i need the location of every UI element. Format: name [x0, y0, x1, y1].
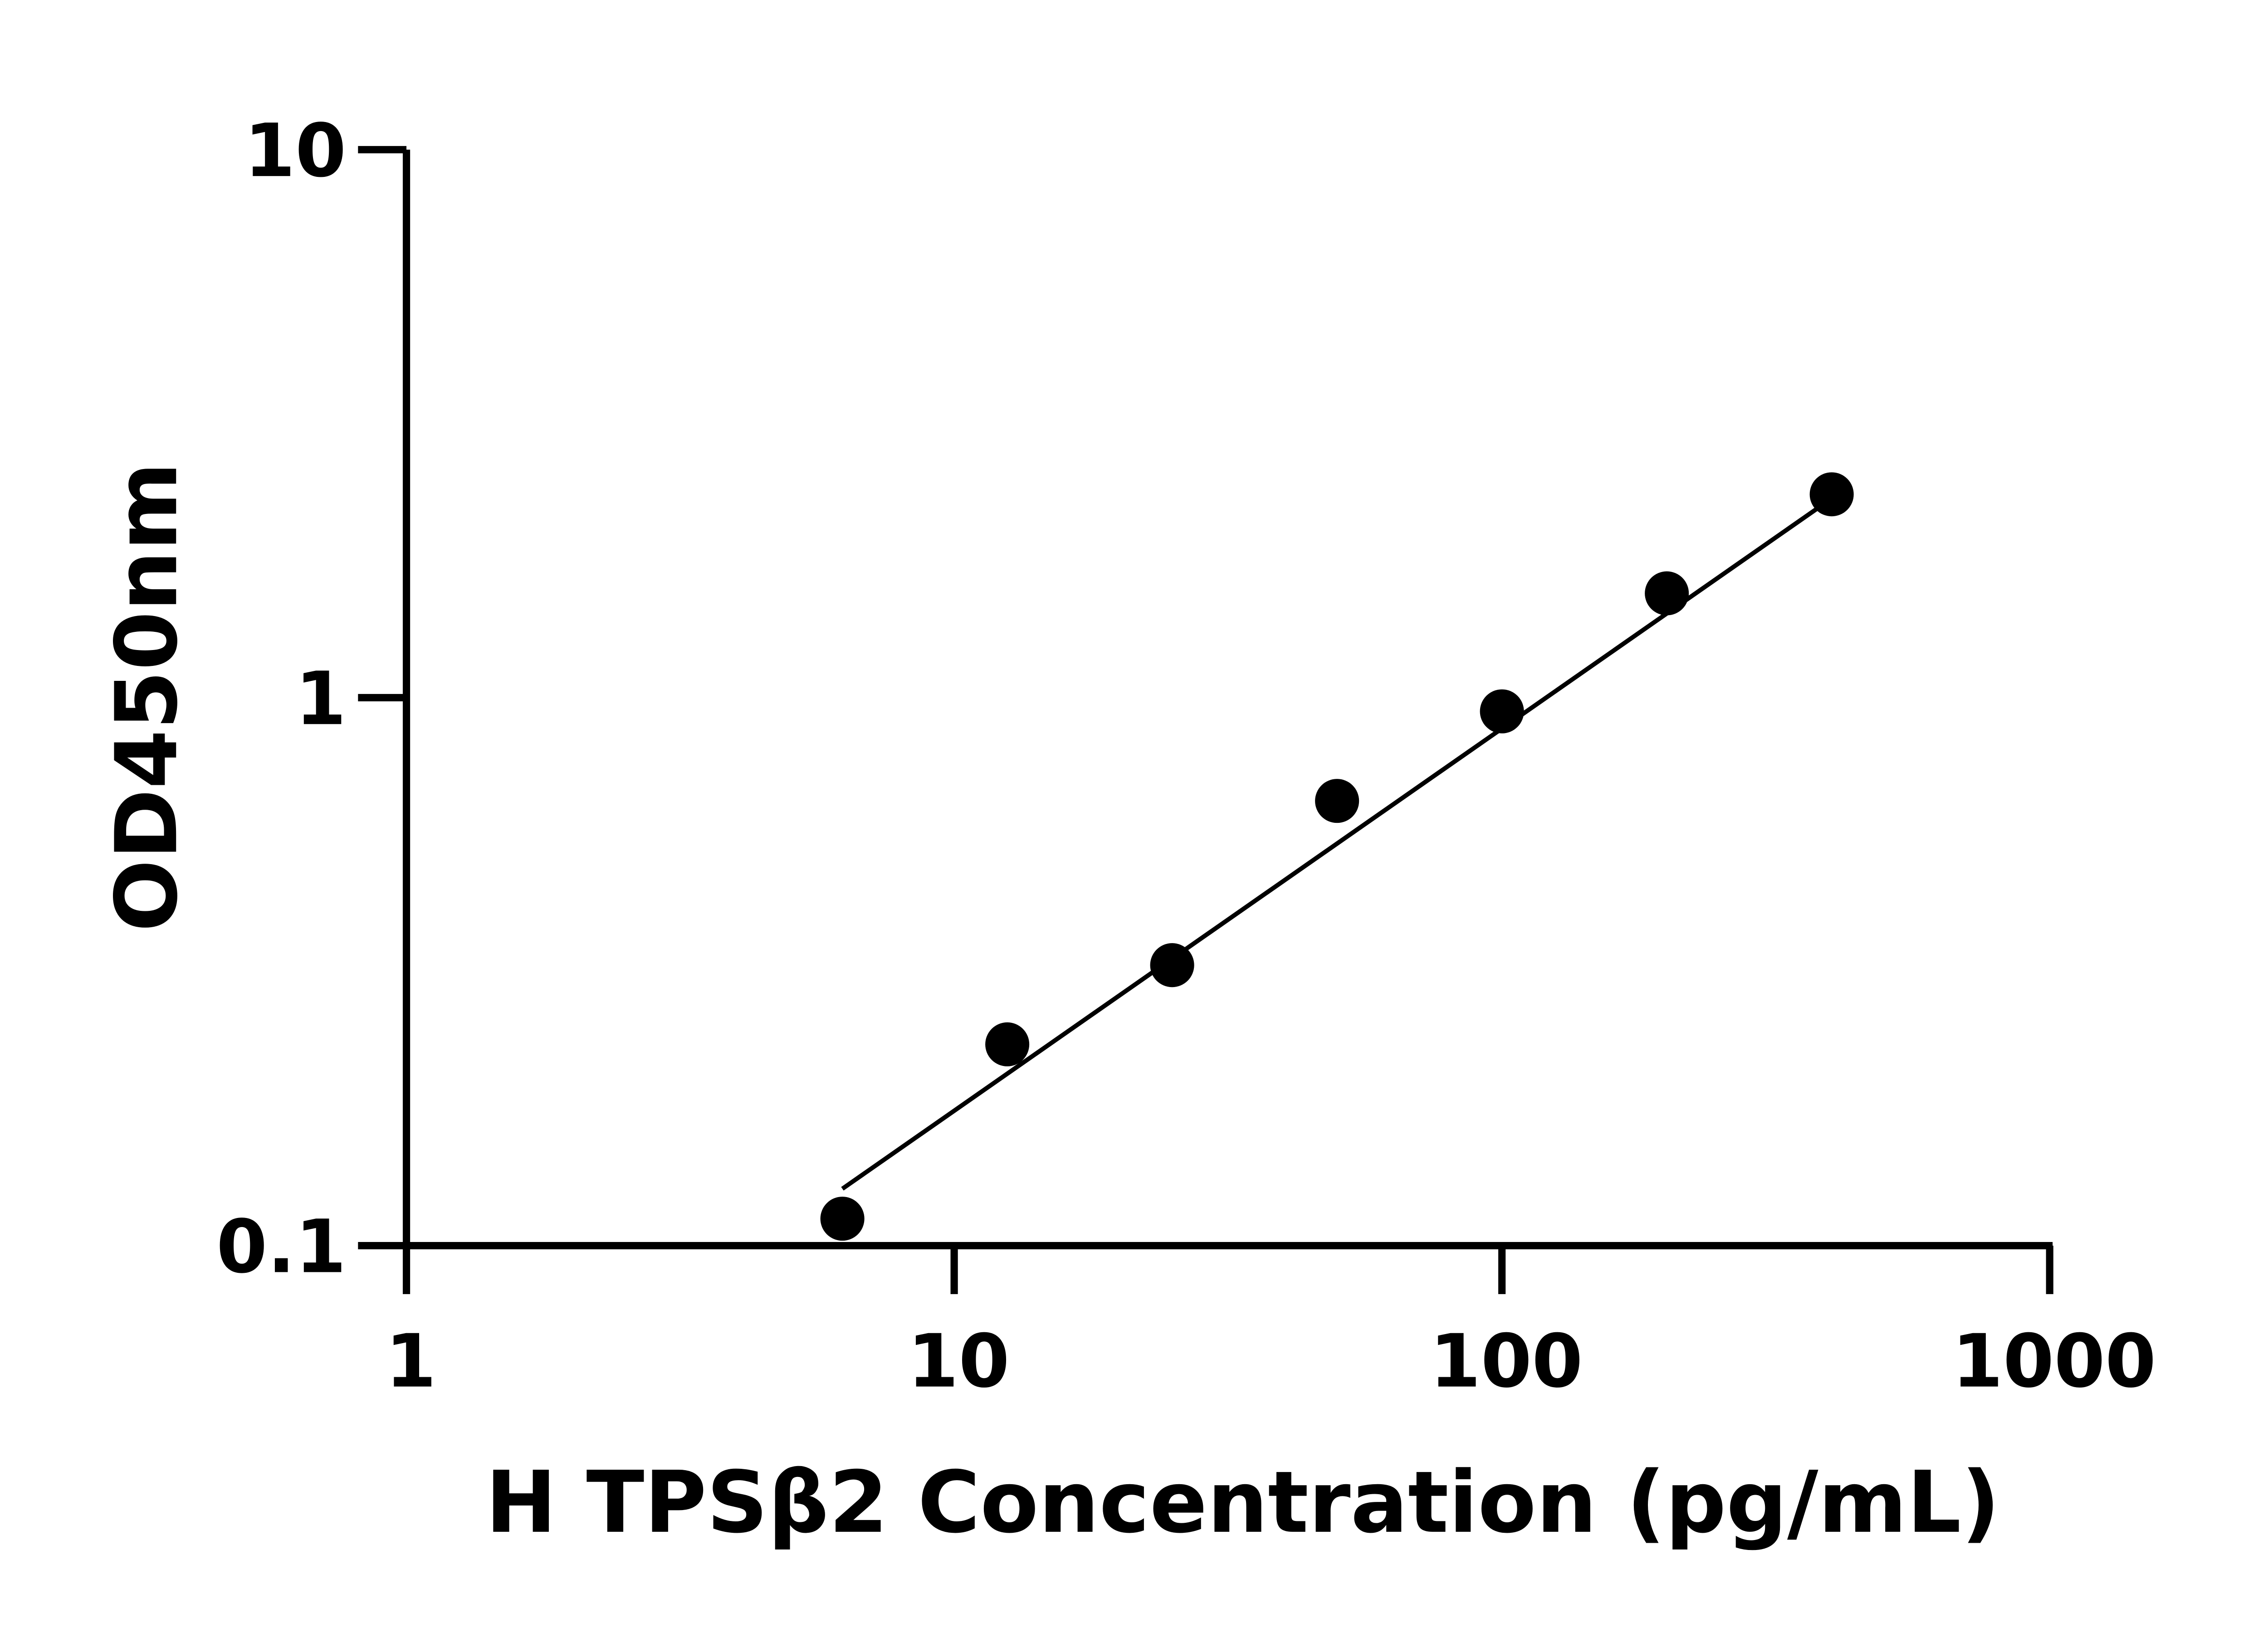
- x-tick-label: 1000: [1952, 1319, 2156, 1404]
- data-point: [1150, 943, 1194, 988]
- data-point: [1645, 571, 1689, 616]
- y-tick-label: 10: [244, 108, 346, 194]
- x-tick-label: 1: [385, 1319, 436, 1404]
- y-axis-label: OD450nm: [98, 462, 196, 932]
- data-point: [985, 1022, 1030, 1066]
- y-tick-label: 0.1: [216, 1204, 346, 1290]
- axes: [402, 149, 2053, 1250]
- data-point: [1809, 472, 1854, 517]
- data-point: [1315, 779, 1359, 823]
- x-tick-label: 100: [1430, 1319, 1583, 1404]
- x-tick-label: 10: [908, 1319, 1010, 1404]
- ticks: 1 10 100 1000 0.1 1 10: [216, 108, 2156, 1404]
- data-point: [1480, 689, 1524, 733]
- x-axis-label: H TPSβ2 Concentration (pg/mL): [485, 1453, 2000, 1552]
- y-tick-label: 1: [295, 656, 347, 742]
- data-point: [820, 1197, 865, 1241]
- data-points: [820, 472, 1854, 1241]
